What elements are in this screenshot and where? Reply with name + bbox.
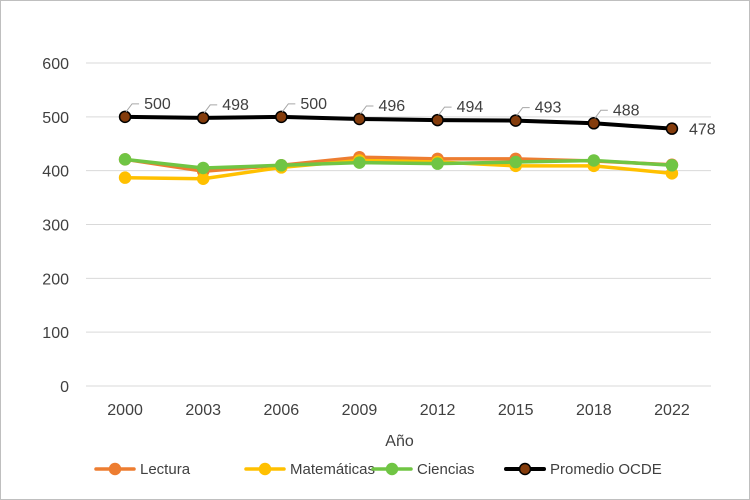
point-promedio-ocde-2015 bbox=[509, 114, 522, 127]
point-promedio-ocde-2003 bbox=[196, 111, 210, 125]
axes: 0 100 200 300 400 500 600 2000 2003 2006 2009 2012 2… bbox=[42, 56, 711, 450]
point-matematicas-2003 bbox=[196, 172, 210, 185]
point-ciencias-2022 bbox=[665, 159, 679, 172]
legend-label-matematicas: Matemáticas bbox=[290, 461, 375, 478]
x-tick-label-2012: 2012 bbox=[420, 402, 456, 419]
point-promedio-ocde-2022 bbox=[665, 122, 679, 135]
point-promedio-ocde-2000 bbox=[118, 110, 132, 124]
point-promedio-ocde-2012 bbox=[431, 113, 444, 127]
x-tick-label-2000: 2000 bbox=[107, 402, 143, 419]
data-label-promedio-ocde-2015: 493 bbox=[535, 100, 562, 117]
y-tick-label-0: 0 bbox=[60, 379, 69, 396]
y-tick-label-100: 100 bbox=[42, 325, 69, 342]
point-ciencias-2012 bbox=[431, 157, 444, 170]
legend: Lectura Matemáticas Ciencias Promedio OCDE bbox=[94, 461, 662, 478]
point-ciencias-2015 bbox=[509, 155, 522, 169]
point-ciencias-2009 bbox=[353, 156, 366, 169]
legend-swatch-marker-promedio-ocde bbox=[518, 462, 532, 476]
leader-line-promedio-ocde-2009 bbox=[360, 105, 374, 115]
x-tick-label-2022: 2022 bbox=[654, 402, 690, 419]
y-tick-label-300: 300 bbox=[42, 218, 69, 235]
point-ciencias-2018 bbox=[587, 154, 601, 167]
legend-swatch-marker-ciencias bbox=[385, 462, 399, 476]
x-tick-label-2009: 2009 bbox=[342, 402, 378, 419]
point-ciencias-2000 bbox=[118, 153, 132, 166]
x-axis-title: Año bbox=[385, 433, 414, 450]
point-promedio-ocde-2006 bbox=[275, 110, 288, 124]
leader-line-promedio-ocde-2000 bbox=[125, 103, 140, 113]
legend-label-promedio-ocde: Promedio OCDE bbox=[550, 461, 662, 478]
y-tick-label-500: 500 bbox=[42, 110, 69, 127]
series-lines bbox=[118, 110, 679, 185]
point-ciencias-2006 bbox=[275, 159, 288, 172]
y-tick-label-200: 200 bbox=[42, 271, 69, 288]
x-tick-label-2015: 2015 bbox=[498, 402, 534, 419]
data-labels: 500 498 500 496 494 493 488 478 bbox=[125, 96, 716, 139]
point-ciencias-2003 bbox=[196, 161, 210, 175]
series-line-promedio-ocde bbox=[123, 114, 674, 131]
leader-line-promedio-ocde-2015 bbox=[516, 107, 530, 116]
legend-label-lectura: Lectura bbox=[140, 461, 191, 478]
point-promedio-ocde-2018 bbox=[587, 117, 601, 130]
data-label-promedio-ocde-2018: 488 bbox=[613, 102, 640, 119]
point-promedio-ocde-2009 bbox=[353, 112, 366, 126]
x-tick-label-2018: 2018 bbox=[576, 402, 612, 419]
y-tick-label-600: 600 bbox=[42, 56, 69, 73]
data-label-promedio-ocde-2009: 496 bbox=[378, 98, 405, 115]
leader-line-promedio-ocde-2012 bbox=[438, 106, 452, 116]
legend-swatch-marker-lectura bbox=[108, 462, 122, 476]
x-tick-label-2006: 2006 bbox=[264, 402, 300, 419]
leader-line-promedio-ocde-2018 bbox=[594, 109, 608, 119]
legend-swatch-marker-matematicas bbox=[258, 462, 272, 476]
data-label-promedio-ocde-2006: 500 bbox=[300, 96, 327, 113]
leader-line-promedio-ocde-2003 bbox=[203, 104, 218, 114]
leader-line-promedio-ocde-2006 bbox=[281, 103, 296, 113]
data-label-promedio-ocde-2003: 498 bbox=[222, 97, 249, 114]
data-label-promedio-ocde-2000: 500 bbox=[144, 96, 171, 113]
series-line-ciencias bbox=[123, 157, 674, 170]
data-label-promedio-ocde-2022: 478 bbox=[689, 122, 716, 139]
data-label-promedio-ocde-2012: 494 bbox=[457, 99, 484, 116]
legend-label-ciencias: Ciencias bbox=[417, 461, 475, 478]
y-tick-label-400: 400 bbox=[42, 164, 69, 181]
series-line-matematicas bbox=[123, 158, 674, 181]
point-matematicas-2000 bbox=[118, 171, 132, 184]
x-tick-label-2003: 2003 bbox=[185, 402, 221, 419]
